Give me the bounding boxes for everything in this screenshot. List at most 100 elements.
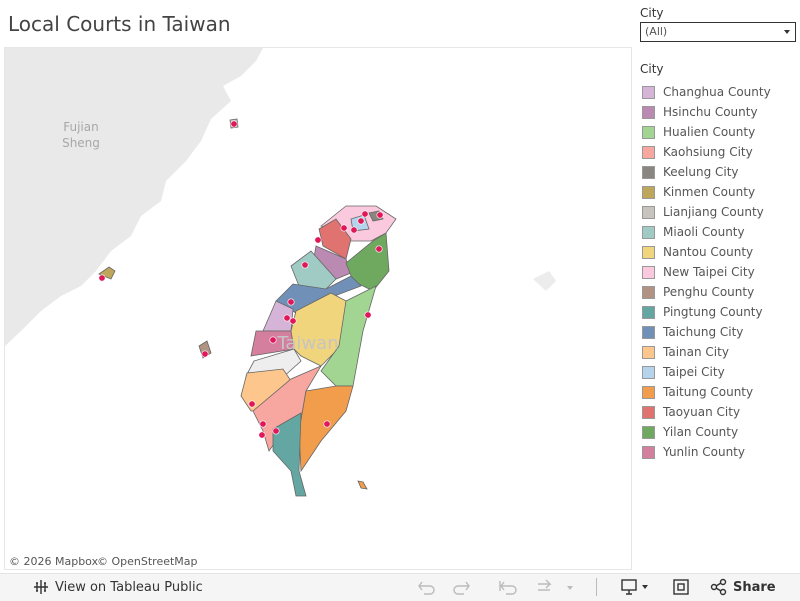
view-link[interactable]: View on Tableau Public: [55, 580, 203, 595]
legend-item[interactable]: Kaohsiung City: [640, 142, 796, 162]
title: Local Courts in Taiwan: [8, 12, 231, 36]
map: Fujian Sheng Taiwan: [4, 47, 632, 570]
legend-item[interactable]: Keelung City: [640, 162, 796, 182]
legend-swatch: [642, 125, 655, 139]
region-label: Fujian: [63, 120, 98, 134]
history-buttons: [418, 579, 573, 595]
regions: [98, 118, 397, 497]
region[interactable]: [298, 385, 354, 473]
legend-item[interactable]: Taitung County: [640, 382, 796, 402]
legend-swatch: [642, 265, 655, 279]
court-marker[interactable]: [259, 420, 267, 428]
legend-swatch: [642, 145, 655, 159]
region[interactable]: [98, 266, 116, 280]
filter-dropdown[interactable]: (All): [640, 22, 796, 42]
legend-swatch: [642, 405, 655, 419]
court-marker[interactable]: [289, 317, 297, 325]
legend-label: Taoyuan City: [663, 405, 741, 419]
mainland: [5, 48, 263, 346]
legend: Changhua County Hsinchu County Hualien Cou…: [640, 82, 796, 462]
legend-label: Taipei City: [663, 365, 725, 379]
court-marker[interactable]: [287, 298, 295, 306]
court-marker[interactable]: [350, 226, 358, 234]
court-marker[interactable]: [230, 120, 238, 128]
court-marker[interactable]: [248, 400, 256, 408]
legend-item[interactable]: Miaoli County: [640, 222, 796, 242]
legend-item[interactable]: Penghu County: [640, 282, 796, 302]
court-marker[interactable]: [375, 245, 383, 253]
legend-item[interactable]: Kinmen County: [640, 182, 796, 202]
court-marker[interactable]: [376, 211, 384, 219]
court-marker[interactable]: [361, 210, 369, 218]
legend-label: Kaohsiung City: [663, 145, 753, 159]
legend-title: City: [640, 62, 664, 76]
toolbar: View on Tableau Public Share: [0, 573, 800, 601]
legend-swatch: [642, 345, 655, 359]
attribution: © 2026 Mapbox: [9, 555, 99, 568]
legend-label: Lianjiang County: [663, 205, 764, 219]
court-marker[interactable]: [272, 427, 280, 435]
legend-label: Tainan City: [663, 345, 729, 359]
court-marker[interactable]: [314, 236, 322, 244]
island-label: Taiwan: [276, 333, 338, 354]
legend-swatch: [642, 205, 655, 219]
court-marker[interactable]: [301, 261, 309, 269]
court-marker[interactable]: [269, 336, 277, 344]
legend-item[interactable]: Tainan City: [640, 342, 796, 362]
legend-label: Penghu County: [663, 285, 755, 299]
legend-item[interactable]: New Taipei City: [640, 262, 796, 282]
legend-item[interactable]: Taichung City: [640, 322, 796, 342]
legend-label: Hsinchu County: [663, 105, 758, 119]
legend-label: Yunlin County: [663, 445, 745, 459]
court-marker[interactable]: [323, 420, 331, 428]
legend-label: Nantou County: [663, 245, 754, 259]
court-marker[interactable]: [201, 350, 209, 358]
legend-label: Keelung City: [663, 165, 739, 179]
court-marker[interactable]: [364, 311, 372, 319]
map-svg: Fujian Sheng Taiwan: [5, 48, 556, 568]
share-icon: [710, 578, 727, 596]
legend-item[interactable]: Changhua County: [640, 82, 796, 102]
legend-item[interactable]: Taoyuan City: [640, 402, 796, 422]
legend-label: Pingtung County: [663, 305, 763, 319]
dropdown-arrow: [784, 30, 790, 34]
legend-item[interactable]: Pingtung County: [640, 302, 796, 322]
legend-label: Kinmen County: [663, 185, 756, 199]
legend-item[interactable]: Hsinchu County: [640, 102, 796, 122]
legend-swatch: [642, 285, 655, 299]
region[interactable]: [250, 330, 295, 357]
legend-swatch: [642, 425, 655, 439]
legend-label: Taitung County: [663, 385, 754, 399]
legend-item[interactable]: Yilan County: [640, 422, 796, 442]
legend-swatch: [642, 385, 655, 399]
device-buttons[interactable]: [620, 578, 700, 596]
legend-swatch: [642, 105, 655, 119]
legend-item[interactable]: Hualien County: [640, 122, 796, 142]
legend-swatch: [642, 185, 655, 199]
legend-label: Yilan County: [663, 425, 739, 439]
legend-item[interactable]: Yunlin County: [640, 442, 796, 462]
legend-swatch: [642, 225, 655, 239]
region[interactable]: [272, 412, 307, 497]
legend-label: Hualien County: [663, 125, 756, 139]
legend-swatch: [642, 165, 655, 179]
tableau-icon: [34, 580, 48, 594]
share-button[interactable]: Share: [733, 580, 776, 595]
court-markers: [98, 120, 384, 439]
court-marker[interactable]: [357, 217, 365, 225]
island: [533, 271, 556, 291]
court-marker[interactable]: [283, 314, 291, 322]
filter-label: City: [640, 6, 664, 20]
filter-value: (All): [645, 25, 668, 38]
legend-label: New Taipei City: [663, 265, 755, 279]
legend-item[interactable]: Nantou County: [640, 242, 796, 262]
court-marker[interactable]: [98, 274, 106, 282]
court-marker[interactable]: [258, 431, 266, 439]
legend-swatch: [642, 365, 655, 379]
attribution: © OpenStreetMap: [97, 555, 198, 568]
legend-swatch: [642, 445, 655, 459]
legend-item[interactable]: Lianjiang County: [640, 202, 796, 222]
region[interactable]: [357, 480, 368, 490]
court-marker[interactable]: [340, 224, 348, 232]
legend-item[interactable]: Taipei City: [640, 362, 796, 382]
